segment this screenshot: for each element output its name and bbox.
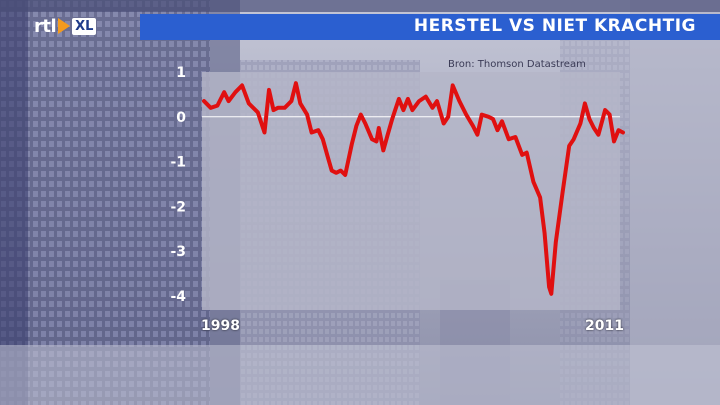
y-tick-label: -2: [170, 199, 186, 215]
title-bar: HERSTEL VS NIET KRACHTIG: [140, 14, 720, 40]
y-tick-label: -4: [170, 289, 186, 305]
source-note: Bron: Thomson Datastream: [448, 59, 586, 70]
chart-title: HERSTEL VS NIET KRACHTIG: [413, 16, 696, 36]
y-tick-label: -3: [170, 244, 186, 260]
series-line: [202, 81, 625, 296]
logo-rtl-text: rtl: [34, 15, 57, 37]
y-tick-label: -1: [170, 155, 186, 171]
y-tick-label: 0: [176, 110, 186, 126]
logo-arrow-icon: [58, 18, 71, 34]
logo-xl-text: XL: [72, 17, 97, 35]
x-tick-label-start: 1998: [201, 318, 240, 334]
y-tick-label: 1: [176, 65, 186, 81]
channel-logo: rtl XL: [34, 14, 97, 38]
x-tick-label-end: 2011: [585, 318, 624, 334]
plot-area: [202, 72, 620, 310]
